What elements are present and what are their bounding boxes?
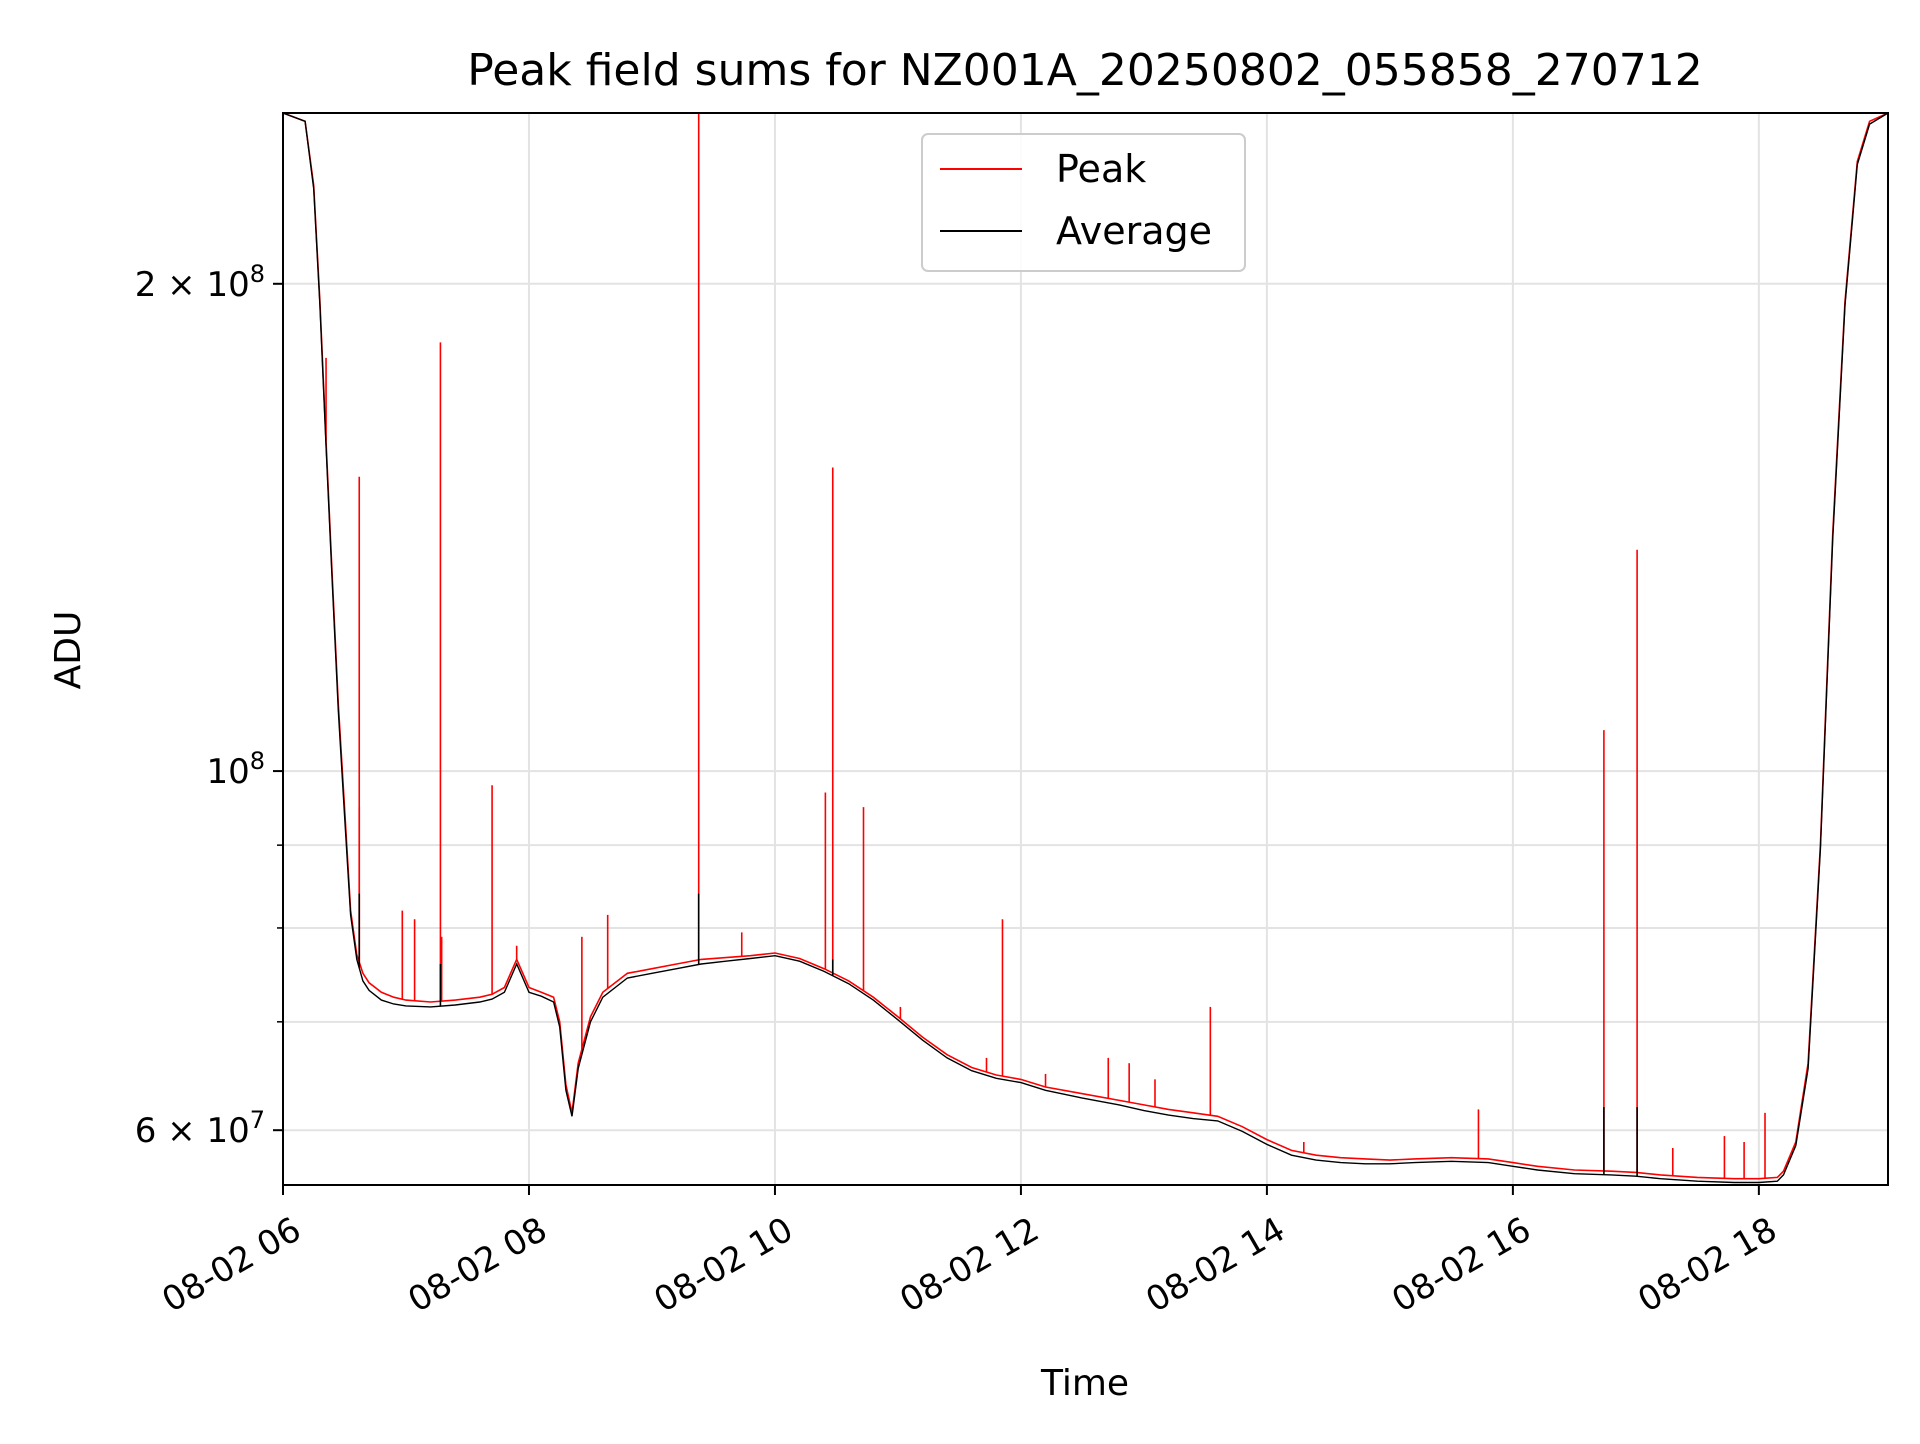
x-axis-title: Time (1040, 1363, 1129, 1404)
y-axis-title: ADU (48, 611, 89, 690)
series-layer (283, 113, 1888, 1184)
legend-label-average: Average (1056, 209, 1212, 253)
series-line-average (283, 113, 1888, 1184)
plot-frame (282, 112, 1889, 1186)
series-line-peak (283, 113, 1888, 1180)
y-axis: 2 × 108 108 6 × 107 (135, 260, 283, 1151)
chart-title: Peak field sums for NZ001A_20250802_0558… (467, 45, 1702, 96)
grid-layer (282, 113, 1888, 1185)
y-tick-label: 6 × 107 (135, 1106, 265, 1151)
y-tick-label: 108 (206, 747, 265, 792)
legend-label-peak: Peak (1056, 147, 1146, 191)
legend: Peak Average (921, 133, 1246, 272)
y-tick-label: 2 × 108 (135, 260, 265, 305)
